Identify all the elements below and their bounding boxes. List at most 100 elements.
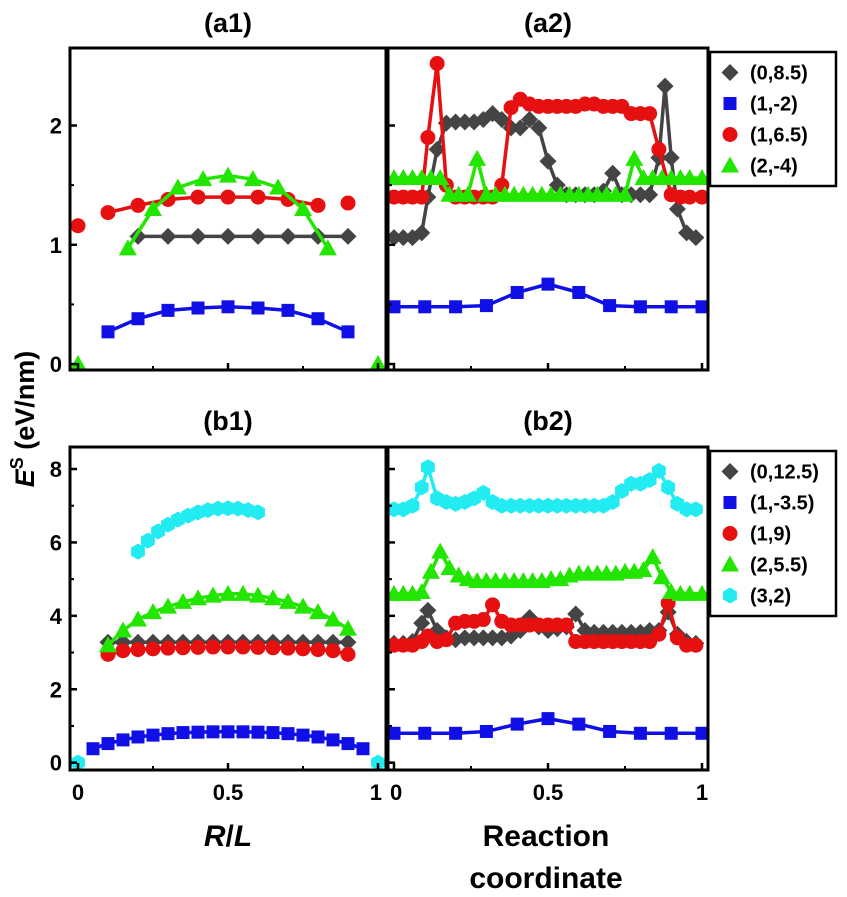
data-point-b2-1-9 <box>664 726 678 740</box>
data-point-b2-0-8 <box>456 629 474 647</box>
data-point-b2-0-10 <box>474 629 492 647</box>
data-point-a2-3-8 <box>458 185 477 202</box>
data-point-a1-4-7 <box>294 200 312 216</box>
data-point-b1-3-9 <box>234 584 252 601</box>
y-tick-label-b1-1: 2 <box>50 677 62 702</box>
x-label-l: L <box>234 820 252 853</box>
data-point-b2-3-5 <box>431 542 450 559</box>
data-point-a2-0-24 <box>604 164 622 182</box>
panel-title-b2: (b2) <box>523 406 573 436</box>
data-point-b1-3-15 <box>324 610 342 627</box>
legend-marker-b2-0 <box>721 463 739 480</box>
data-point-a2-2-33 <box>694 189 708 205</box>
data-point-a2-1-3 <box>479 299 493 313</box>
data-point-a1-0-7 <box>339 227 357 245</box>
data-point-b1-1-17 <box>341 737 355 751</box>
data-point-b2-2-29 <box>651 626 667 642</box>
data-point-a2-3-9 <box>468 149 487 166</box>
x-tick-label-b1-0: 0 <box>72 780 84 805</box>
x-axis-label-left: R/L <box>204 820 252 853</box>
data-point-a1-4-5 <box>243 170 262 187</box>
data-point-b2-4-28 <box>642 472 657 489</box>
data-point-b1-1-18 <box>356 742 370 756</box>
data-point-b1-3-11 <box>264 589 282 606</box>
panel-title-a1: (a1) <box>204 8 252 38</box>
data-point-a2-3-5 <box>431 168 450 185</box>
data-point-b1-3-3 <box>144 603 162 620</box>
data-point-b1-2-14 <box>310 642 326 658</box>
data-point-a2-0-17 <box>539 152 557 170</box>
data-point-b1-1-16 <box>326 733 340 747</box>
data-point-a2-0-5 <box>428 140 446 158</box>
data-point-a2-0-16 <box>530 119 548 137</box>
data-point-b1-1-5 <box>161 727 175 741</box>
data-point-a2-0-34 <box>687 229 705 247</box>
data-point-b1-3-8 <box>219 584 237 601</box>
data-point-b2-1-0 <box>388 726 401 740</box>
data-point-b1-4-12 <box>251 504 265 521</box>
data-point-a1-4-1 <box>144 200 162 216</box>
data-point-a1-0-3 <box>219 227 237 245</box>
data-point-a1-2-0 <box>100 205 116 221</box>
data-point-b1-3-6 <box>189 589 207 606</box>
data-point-b1-3-12 <box>279 592 297 609</box>
data-point-b1-3-1 <box>114 621 132 638</box>
data-point-a1-2-6 <box>280 191 296 207</box>
data-point-a1-1-6 <box>281 303 295 317</box>
data-point-b1-1-15 <box>311 730 325 744</box>
data-point-a2-0-3 <box>413 224 431 242</box>
data-point-b2-4-30 <box>661 479 676 496</box>
legend-label-b2-1: (1,-3.5) <box>750 493 814 515</box>
legend-marker-b2-4 <box>723 587 737 604</box>
data-point-b1-1-2 <box>116 733 130 747</box>
data-point-b2-1-3 <box>479 724 493 738</box>
data-point-a2-0-8 <box>456 113 474 131</box>
data-point-a1-1-7 <box>311 312 325 326</box>
data-point-a2-2-28 <box>642 106 658 122</box>
data-point-b2-1-2 <box>449 726 463 740</box>
data-point-a1-4-3 <box>194 170 213 187</box>
data-point-b2-4-3 <box>414 479 429 496</box>
data-point-b1-5-1 <box>371 754 385 770</box>
data-point-a2-2-29 <box>651 141 667 157</box>
data-point-b1-2-4 <box>160 640 176 656</box>
data-point-a2-3-26 <box>625 149 644 166</box>
data-point-b2-3-4 <box>421 562 440 579</box>
data-point-a1-5-1 <box>369 355 386 370</box>
data-point-b2-1-1 <box>418 726 432 740</box>
y-axis-label-units: (eV/nm) <box>10 351 40 458</box>
data-point-a2-1-6 <box>572 285 586 299</box>
legend-marker-b2-1 <box>723 496 737 509</box>
data-point-a1-2-5 <box>250 189 266 205</box>
data-point-b1-4-1 <box>140 532 155 549</box>
data-point-b2-0-4 <box>419 601 437 619</box>
data-point-a1-1-8 <box>341 325 355 339</box>
data-point-b1-4-0 <box>131 543 145 560</box>
data-point-a2-2-32 <box>682 189 698 205</box>
legend-label-b2-3: (2,5.5) <box>750 555 808 577</box>
y-tick-label-b1-0: 0 <box>50 751 62 776</box>
data-point-b1-3-4 <box>159 597 177 614</box>
legend-label-b2-4: (3,2) <box>750 586 791 608</box>
data-point-a1-4-2 <box>168 178 187 195</box>
data-point-b1-3-16 <box>339 619 357 636</box>
data-point-a2-0-28 <box>641 186 659 204</box>
panel-b2: (b2) 0 0.5 1 <box>386 406 710 805</box>
x-axis-label-right-line2: coordinate <box>469 862 622 895</box>
data-point-b2-2-11 <box>485 597 501 613</box>
legend-marker-a2-3 <box>721 156 739 173</box>
data-point-b2-3-27 <box>634 560 653 577</box>
data-point-a2-0-14 <box>511 119 529 137</box>
data-point-b1-2-6 <box>190 639 206 655</box>
y-tick-label-a1-2: 2 <box>50 114 62 139</box>
data-point-b2-3-32 <box>680 584 699 601</box>
data-point-a1-4-0 <box>118 239 137 256</box>
legend-a2: (0,8.5) (1,-2) (1,6.5) (2,-4) <box>708 50 838 188</box>
data-point-b1-1-0 <box>86 742 100 756</box>
data-point-b1-1-6 <box>176 726 190 740</box>
data-point-b2-1-8 <box>633 726 647 740</box>
data-point-b1-2-5 <box>175 640 191 656</box>
data-point-b1-0-16 <box>339 633 357 651</box>
